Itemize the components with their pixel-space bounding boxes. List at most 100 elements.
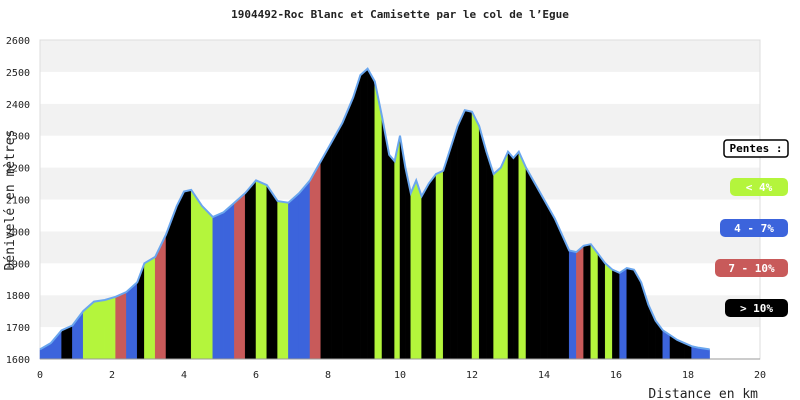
slope-segment [342,97,354,360]
slope-segment [360,68,368,360]
y-tick-label: 2500 [6,68,30,79]
slope-segment [201,205,214,360]
slope-segment [626,267,635,360]
slope-segment [331,121,343,360]
slope-segment [513,150,520,360]
slope-segment [244,179,257,360]
y-tick-label: 1600 [6,355,30,366]
slope-bars [39,67,710,360]
slope-segment [568,250,577,360]
slope-segment [277,200,289,360]
slope-segment [352,75,361,360]
slope-segment [525,166,534,360]
x-tick-label: 2 [109,370,115,381]
slope-segment [115,291,127,360]
x-tick-label: 8 [325,370,331,381]
slope-segment [394,135,401,360]
slope-segment [493,167,502,360]
slope-segment [633,268,642,360]
slope-segment [435,170,444,360]
x-tick-label: 20 [754,370,766,381]
y-tick-label: 2100 [6,196,30,207]
slope-segment [190,189,203,360]
legend-item-label: < 4% [746,181,773,194]
x-tick-label: 6 [253,370,259,381]
x-axis-ticks: 0 2 4 6 8 10 12 14 16 18 20 [37,370,766,381]
slope-segment [410,180,417,360]
x-tick-label: 14 [538,370,550,381]
slope-segment [415,180,422,360]
slope-segment [367,67,376,360]
slope-segment [540,192,548,360]
y-tick-label: 2400 [6,100,30,111]
slope-segment [428,173,437,360]
slope-segment [507,150,514,360]
legend: Pentes : < 4% 4 - 7% 7 - 10% > 10% [715,139,789,317]
slope-segment [298,179,311,360]
legend-item-label: > 10% [740,302,773,315]
slope-segment [288,192,300,360]
x-axis-label: Distance en km [648,387,758,400]
y-tick-label: 2200 [6,164,30,175]
slope-segment [576,245,584,360]
y-tick-label: 2000 [6,227,30,238]
slope-segment [405,167,412,360]
slope-segment [399,135,406,360]
legend-title: Pentes : [730,142,783,155]
slope-segment [464,109,473,360]
slope-segment [442,148,451,360]
slope-segment [320,141,332,360]
slope-segment [518,151,527,360]
slope-segment [176,191,185,360]
y-tick-label: 1800 [6,291,30,302]
legend-item-label: 7 - 10% [728,262,775,275]
legend-swatch [720,219,788,237]
slope-segment [183,189,192,360]
slope-segment [104,296,116,360]
slope-segment [500,151,509,360]
y-axis-label: Dénivelé en mètres [3,130,18,271]
legend-swatch [725,299,788,317]
slope-segment [212,211,224,360]
y-tick-label: 1900 [6,259,30,270]
slope-segment [590,243,599,360]
slope-segment [450,126,458,360]
slope-segment [619,267,628,360]
slope-segment [388,154,395,360]
slope-segment [421,182,430,360]
slope-segment [561,234,570,360]
slope-segment [612,269,620,360]
slope-segment [554,218,563,360]
slope-segment [547,204,556,360]
slope-segment [583,243,592,360]
legend-swatch [730,178,788,196]
legend-item-label: 4 - 7% [734,222,774,235]
slope-segment [93,299,106,360]
y-tick-label: 2300 [6,132,30,143]
slope-segment [223,202,235,360]
slope-segment [486,151,494,360]
slope-segment [457,110,466,360]
x-tick-label: 16 [610,370,622,381]
slope-segment [471,111,480,360]
y-tick-label: 1700 [6,323,30,334]
y-tick-label: 2600 [6,36,30,47]
legend-swatch [715,259,788,277]
slope-segment [374,81,383,360]
x-tick-label: 18 [682,370,694,381]
slope-segment [604,262,613,360]
x-tick-label: 0 [37,370,43,381]
slope-segment [234,192,246,360]
chart-title: 1904492-Roc Blanc et Camisette par le co… [231,8,569,21]
y-axis-ticks: 1600 1700 1800 1900 2000 2100 2200 2300 2400 2500… [6,36,30,366]
slope-segment [266,184,278,360]
slope-segment [255,179,268,360]
slope-segment [144,256,156,360]
grid-band [40,71,760,104]
slope-segment [309,160,322,360]
slope-segment [597,252,606,360]
elevation-line [39,67,710,351]
x-tick-label: 10 [394,370,406,381]
slope-segment [532,179,541,360]
